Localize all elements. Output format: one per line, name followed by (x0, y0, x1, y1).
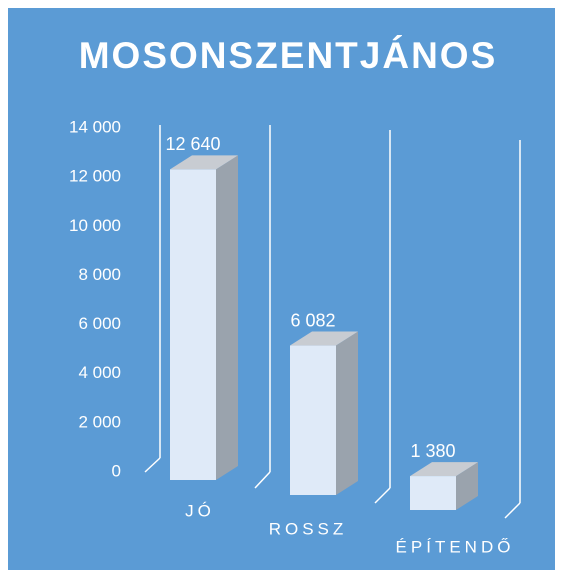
bar (290, 331, 358, 495)
x-tick-label: ÉPÍTENDŐ (396, 537, 515, 556)
x-tick-label: JÓ (185, 501, 215, 520)
value-label: 6 082 (290, 310, 335, 330)
value-label: 1 380 (410, 441, 455, 461)
y-tick-label: 14 000 (69, 117, 121, 136)
y-tick-label: 10 000 (69, 216, 121, 235)
y-tick-label: 6 000 (78, 314, 121, 333)
y-tick-label: 8 000 (78, 265, 121, 284)
y-tick-label: 0 (112, 461, 121, 480)
y-tick-label: 2 000 (78, 412, 121, 431)
y-tick-label: 12 000 (69, 167, 121, 186)
chart-title: MOSONSZENTJÁNOS (79, 35, 498, 76)
bar (170, 155, 238, 480)
x-tick-label: ROSSZ (269, 519, 348, 538)
y-tick-label: 4 000 (78, 363, 121, 382)
bar (410, 462, 478, 510)
value-label: 12 640 (165, 134, 220, 154)
walls (144, 125, 521, 519)
